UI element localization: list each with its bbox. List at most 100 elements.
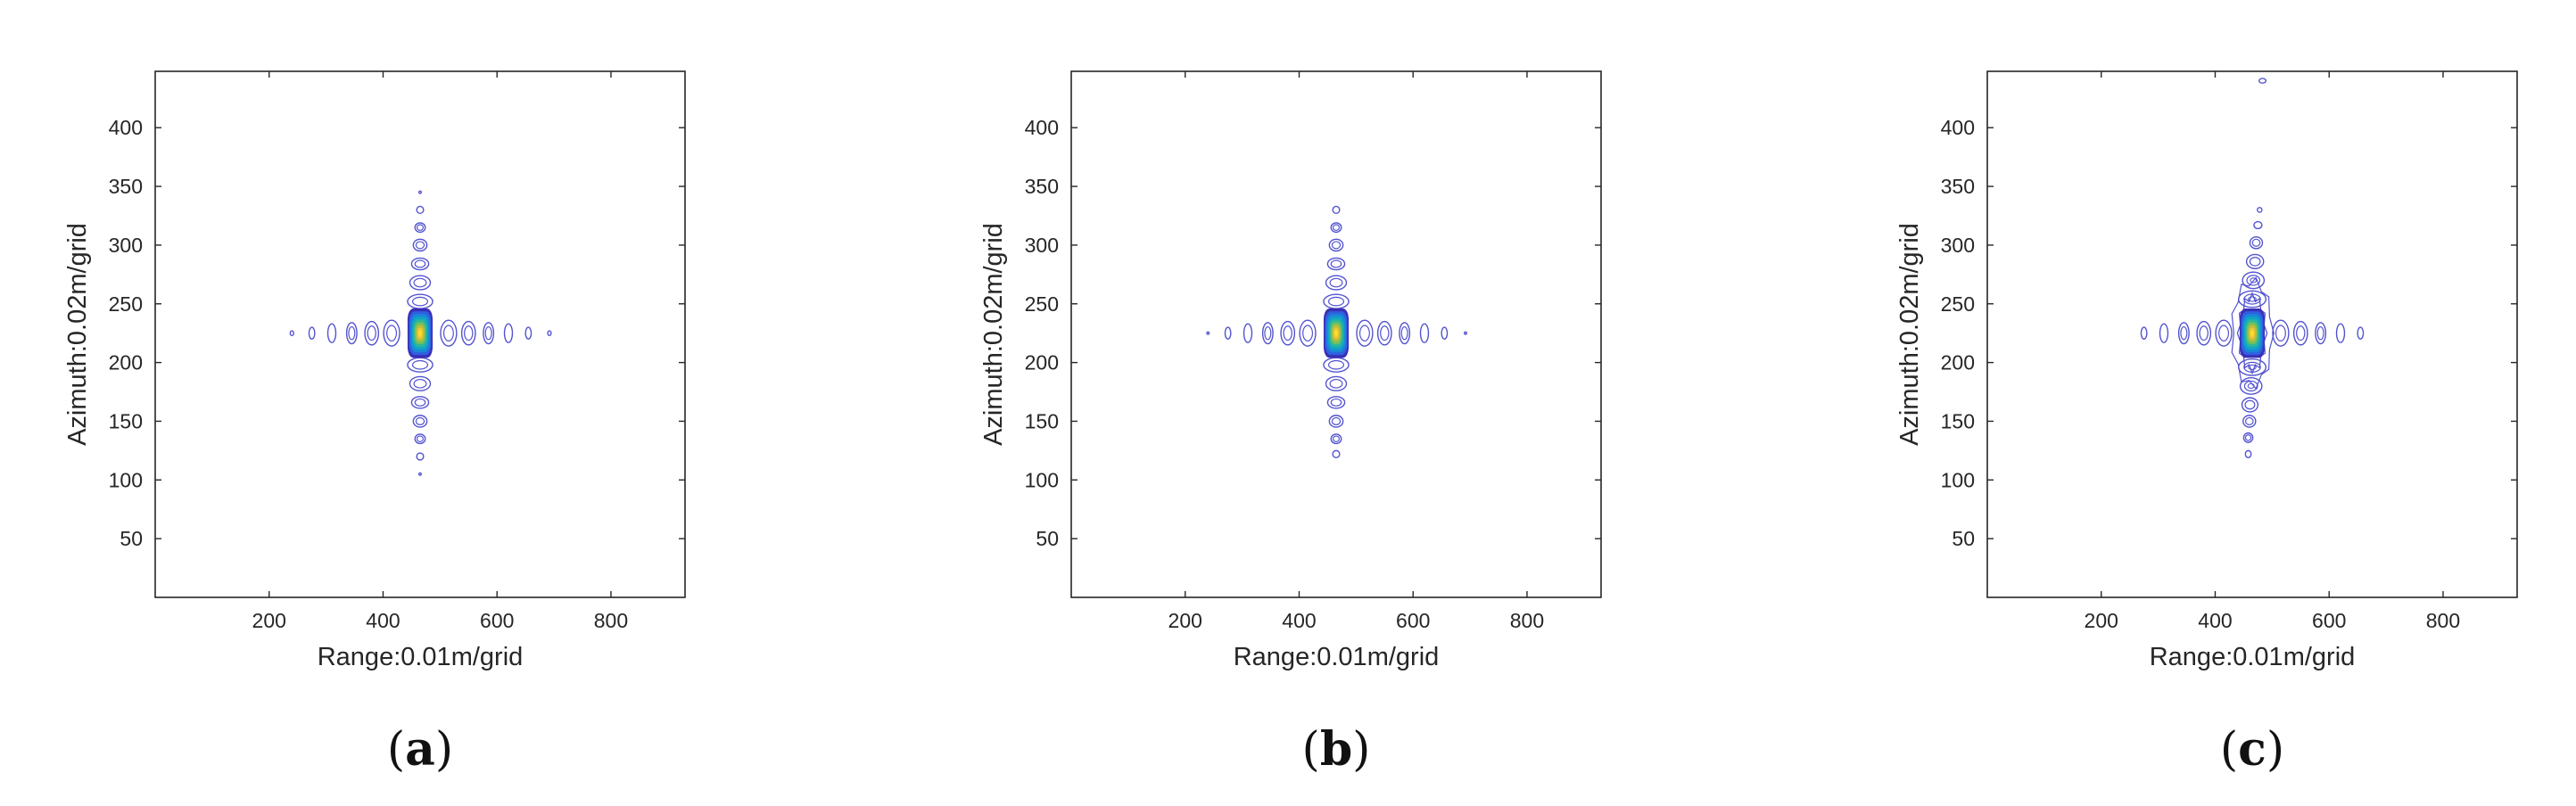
azimuth-sidelobe-inner bbox=[416, 435, 425, 442]
range-sidelobe bbox=[1206, 331, 1210, 335]
y-tick-label: 400 bbox=[109, 116, 143, 139]
azimuth-sidelobe-inner bbox=[2249, 257, 2261, 267]
y-tick-label: 50 bbox=[1952, 527, 1975, 550]
irregular-contour bbox=[2236, 292, 2268, 375]
azimuth-sidelobe-inner bbox=[2244, 434, 2252, 441]
azimuth-sidelobe-inner bbox=[414, 398, 426, 407]
azimuth-sidelobe bbox=[1325, 275, 1348, 291]
caption-open-paren: ( bbox=[1302, 723, 1320, 777]
azimuth-sidelobe bbox=[2253, 220, 2263, 230]
azimuth-sidelobe bbox=[418, 190, 422, 194]
range-sidelobe bbox=[2272, 319, 2290, 347]
main-lobe-contour bbox=[418, 330, 422, 336]
azimuth-sidelobe-inner bbox=[416, 224, 425, 231]
range-sidelobe bbox=[1356, 319, 1374, 347]
y-tick-label: 50 bbox=[120, 527, 143, 550]
y-axis-label: Azimuth:0.02m/grid bbox=[979, 223, 1008, 446]
range-sidelobe bbox=[2215, 319, 2233, 347]
azimuth-sidelobe bbox=[2242, 432, 2254, 443]
x-tick-label: 600 bbox=[1396, 609, 1430, 632]
azimuth-sidelobe-inner bbox=[411, 296, 429, 307]
x-tick-label: 400 bbox=[366, 609, 400, 632]
azimuth-sidelobe bbox=[2245, 253, 2265, 269]
range-sidelobe bbox=[1441, 326, 1449, 340]
chart-panel-c: 200 400 600 800 50 100 150 200 250 300 350 400 Range… bbox=[1895, 70, 2518, 777]
range-sidelobe-inner bbox=[2275, 325, 2286, 341]
x-tick-label: 200 bbox=[1168, 609, 1202, 632]
azimuth-sidelobe bbox=[412, 415, 428, 428]
caption-letter: b bbox=[1320, 722, 1352, 777]
y-tick-label: 150 bbox=[1941, 409, 1975, 432]
range-sidelobe bbox=[503, 323, 514, 343]
caption-close-paren: ) bbox=[2266, 723, 2284, 777]
panel-caption: (b) bbox=[1302, 722, 1371, 777]
azimuth-sidelobe-inner bbox=[414, 259, 426, 268]
chart-panel-b: 200 400 600 800 50 100 150 200 250 300 350 400 Range… bbox=[979, 70, 1602, 777]
azimuth-sidelobe-inner bbox=[1327, 359, 1345, 370]
range-sidelobe bbox=[2357, 326, 2365, 340]
azimuth-sidelobe bbox=[1325, 375, 1348, 391]
caption-close-paren: ) bbox=[1352, 723, 1370, 777]
range-sidelobe bbox=[1224, 326, 1232, 340]
x-tick-label: 200 bbox=[2085, 609, 2118, 632]
y-tick-label: 350 bbox=[109, 175, 143, 198]
y-tick-label: 100 bbox=[109, 468, 143, 491]
azimuth-sidelobe-inner bbox=[1329, 277, 1343, 288]
azimuth-sidelobe-inner bbox=[1330, 398, 1342, 407]
azimuth-sidelobe-inner bbox=[415, 416, 425, 426]
range-sidelobe bbox=[524, 326, 533, 340]
azimuth-sidelobe-inner bbox=[1332, 224, 1341, 231]
azimuth-sidelobe-inner bbox=[1330, 259, 1342, 268]
caption-letter: c bbox=[2238, 722, 2266, 777]
azimuth-sidelobe bbox=[416, 205, 425, 215]
range-sidelobe bbox=[2159, 323, 2169, 343]
azimuth-sidelobe bbox=[2239, 377, 2263, 395]
y-tick-label: 250 bbox=[1941, 292, 1975, 316]
main-lobe-contour bbox=[1334, 330, 1338, 336]
range-sidelobe bbox=[345, 322, 358, 345]
range-sidelobe bbox=[364, 320, 380, 346]
azimuth-sidelobe bbox=[1328, 238, 1344, 252]
range-sidelobe-inner bbox=[1380, 325, 1390, 341]
x-tick-label: 600 bbox=[480, 609, 514, 632]
range-sidelobe-inner bbox=[484, 325, 492, 341]
azimuth-sidelobe bbox=[410, 396, 430, 409]
azimuth-sidelobe-core bbox=[2248, 364, 2257, 371]
azimuth-sidelobe bbox=[1326, 257, 1346, 271]
range-sidelobe-inner bbox=[1264, 325, 1272, 341]
azimuth-sidelobe-inner bbox=[1332, 435, 1341, 442]
azimuth-sidelobe bbox=[1328, 415, 1344, 428]
y-tick-label: 300 bbox=[1941, 234, 1975, 257]
range-sidelobe bbox=[1464, 331, 1467, 335]
panel-caption: (a) bbox=[387, 722, 453, 777]
x-axis-label: Range:0.01m/grid bbox=[1234, 643, 1440, 671]
range-sidelobe-inner bbox=[386, 325, 398, 341]
azimuth-sidelobe-inner bbox=[2246, 275, 2261, 286]
azimuth-sidelobe bbox=[1330, 222, 1342, 234]
irregular-contour-outer bbox=[2231, 276, 2275, 391]
range-sidelobe bbox=[547, 330, 552, 337]
caption-open-paren: ( bbox=[387, 723, 405, 777]
y-tick-label: 400 bbox=[1941, 116, 1975, 139]
range-sidelobe bbox=[460, 320, 476, 346]
azimuth-sidelobe bbox=[2242, 415, 2257, 428]
x-tick-label: 600 bbox=[2312, 609, 2346, 632]
azimuth-sidelobe bbox=[1323, 293, 1350, 309]
azimuth-sidelobe-inner bbox=[2244, 399, 2256, 410]
y-tick-label: 250 bbox=[109, 292, 143, 316]
chart-panel-a: 200 400 600 800 50 100 150 200 250 300 350 400 Range… bbox=[63, 70, 686, 777]
azimuth-sidelobe bbox=[2249, 235, 2264, 250]
y-tick-label: 200 bbox=[109, 351, 143, 374]
range-sidelobe-inner bbox=[2199, 325, 2209, 341]
azimuth-sidelobe bbox=[416, 452, 425, 461]
azimuth-sidelobe-core bbox=[2248, 296, 2257, 302]
range-sidelobe bbox=[1243, 323, 1253, 343]
azimuth-sidelobe-inner bbox=[2243, 380, 2258, 392]
azimuth-sidelobe-inner bbox=[413, 378, 427, 389]
azimuth-sidelobe-inner bbox=[1329, 378, 1343, 389]
range-sidelobe bbox=[1280, 320, 1296, 346]
azimuth-sidelobe bbox=[410, 257, 430, 271]
y-tick-label: 150 bbox=[1025, 409, 1059, 432]
range-sidelobe bbox=[1399, 322, 1411, 345]
